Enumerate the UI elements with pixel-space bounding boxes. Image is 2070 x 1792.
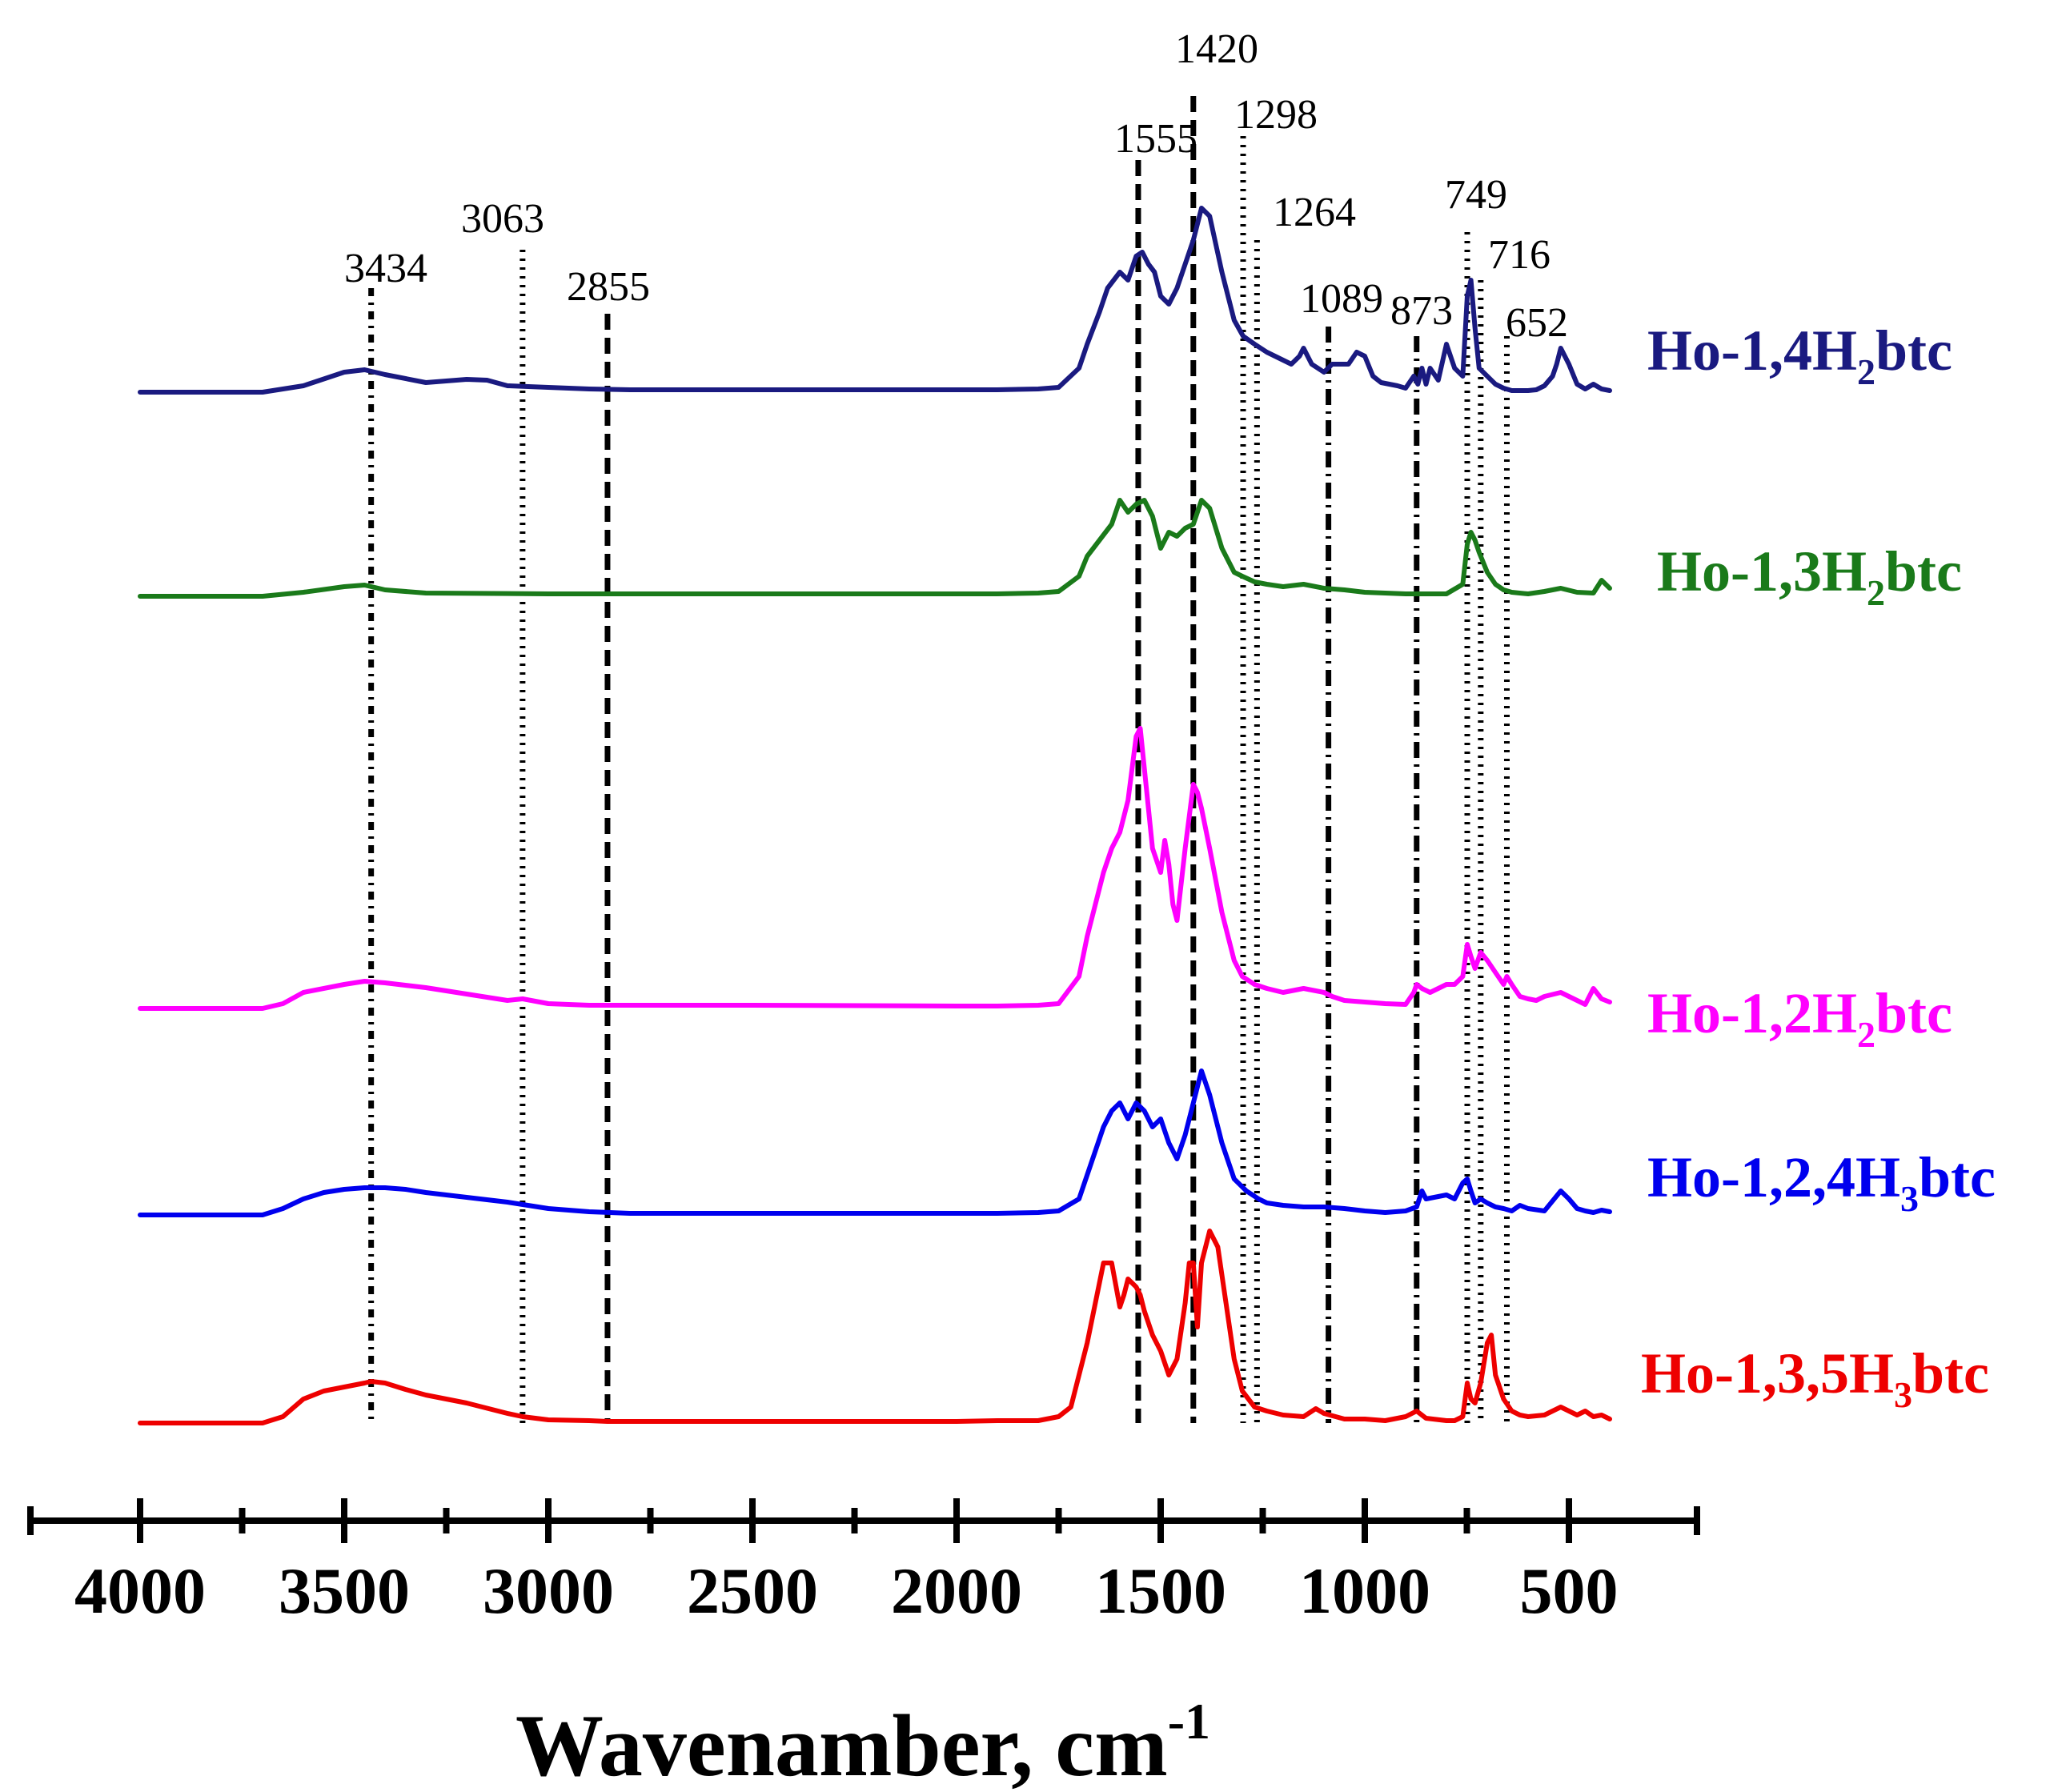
peak-label-1298: 1298: [1234, 92, 1318, 138]
series-line-4: [138, 1068, 1612, 1217]
x-tick-label-3000: 3000: [483, 1554, 614, 1627]
series-label-4: Ho-1,2,4H3btc: [1647, 1145, 1996, 1219]
series-label-subscript: 3: [1894, 1374, 1912, 1415]
peak-labels: 3434 3063 2855 1555 1420 1298 1264 1089 873 749 71…: [344, 26, 1568, 346]
series-label-tail: btc: [1912, 1341, 1989, 1405]
series-label-main: Ho-1,3,5H: [1641, 1341, 1894, 1405]
series-line-5: [138, 1229, 1612, 1425]
x-axis: 4000 3500 3000 2500 2000 1500 1000 500: [27, 1498, 1700, 1627]
series-label-tail: btc: [1919, 1145, 1996, 1209]
peak-label-652: 652: [1506, 300, 1568, 346]
x-axis-title-text: Wavenamber, cm: [515, 1697, 1168, 1792]
x-tick-label-4000: 4000: [74, 1554, 206, 1627]
x-tick-label-2000: 2000: [891, 1554, 1022, 1627]
series-label-subscript: 2: [1857, 1014, 1875, 1055]
series-labels: Ho-1,4H2btcHo-1,3H2btcHo-1,2H2btcHo-1,2,…: [1641, 319, 1996, 1415]
series-line-1: [138, 206, 1612, 395]
peak-label-2855: 2855: [567, 264, 650, 310]
series-label-tail: btc: [1875, 319, 1952, 383]
peak-label-1555: 1555: [1114, 116, 1197, 162]
x-tick-label-500: 500: [1520, 1554, 1619, 1627]
series-label-tail: btc: [1875, 981, 1952, 1045]
series-line-2: [138, 498, 1612, 599]
peak-label-873: 873: [1390, 288, 1453, 334]
x-tick-label-1500: 1500: [1095, 1554, 1226, 1627]
series-label-3: Ho-1,2H2btc: [1647, 981, 1952, 1055]
x-axis-title: Wavenamber, cm-1: [515, 1693, 1210, 1792]
series-label-1: Ho-1,4H2btc: [1647, 319, 1952, 392]
series-label-main: Ho-1,2,4H: [1647, 1145, 1900, 1209]
spectra-group: [138, 206, 1612, 1425]
peak-label-749: 749: [1445, 172, 1507, 218]
series-label-main: Ho-1,2H: [1647, 981, 1857, 1045]
peak-label-716: 716: [1488, 232, 1550, 278]
series-label-subscript: 2: [1857, 351, 1875, 392]
x-axis-title-superscript: -1: [1168, 1693, 1210, 1750]
series-label-subscript: 2: [1867, 572, 1885, 613]
series-label-tail: btc: [1885, 539, 1962, 603]
series-label-main: Ho-1,3H: [1657, 539, 1867, 603]
series-label-subscript: 3: [1900, 1178, 1919, 1219]
peak-label-3063: 3063: [461, 196, 544, 242]
peak-label-1264: 1264: [1273, 190, 1356, 235]
series-label-main: Ho-1,4H: [1647, 319, 1857, 383]
x-tick-label-2500: 2500: [687, 1554, 818, 1627]
series-label-2: Ho-1,3H2btc: [1657, 539, 1962, 613]
peak-label-1420: 1420: [1175, 26, 1258, 72]
series-line-3: [138, 726, 1612, 1011]
series-label-5: Ho-1,3,5H3btc: [1641, 1341, 1989, 1415]
peak-reference-lines: [368, 96, 1510, 1423]
peak-label-1089: 1089: [1300, 276, 1383, 322]
x-tick-label-3500: 3500: [279, 1554, 410, 1627]
peak-label-3434: 3434: [344, 246, 427, 291]
x-tick-label-1000: 1000: [1299, 1554, 1430, 1627]
